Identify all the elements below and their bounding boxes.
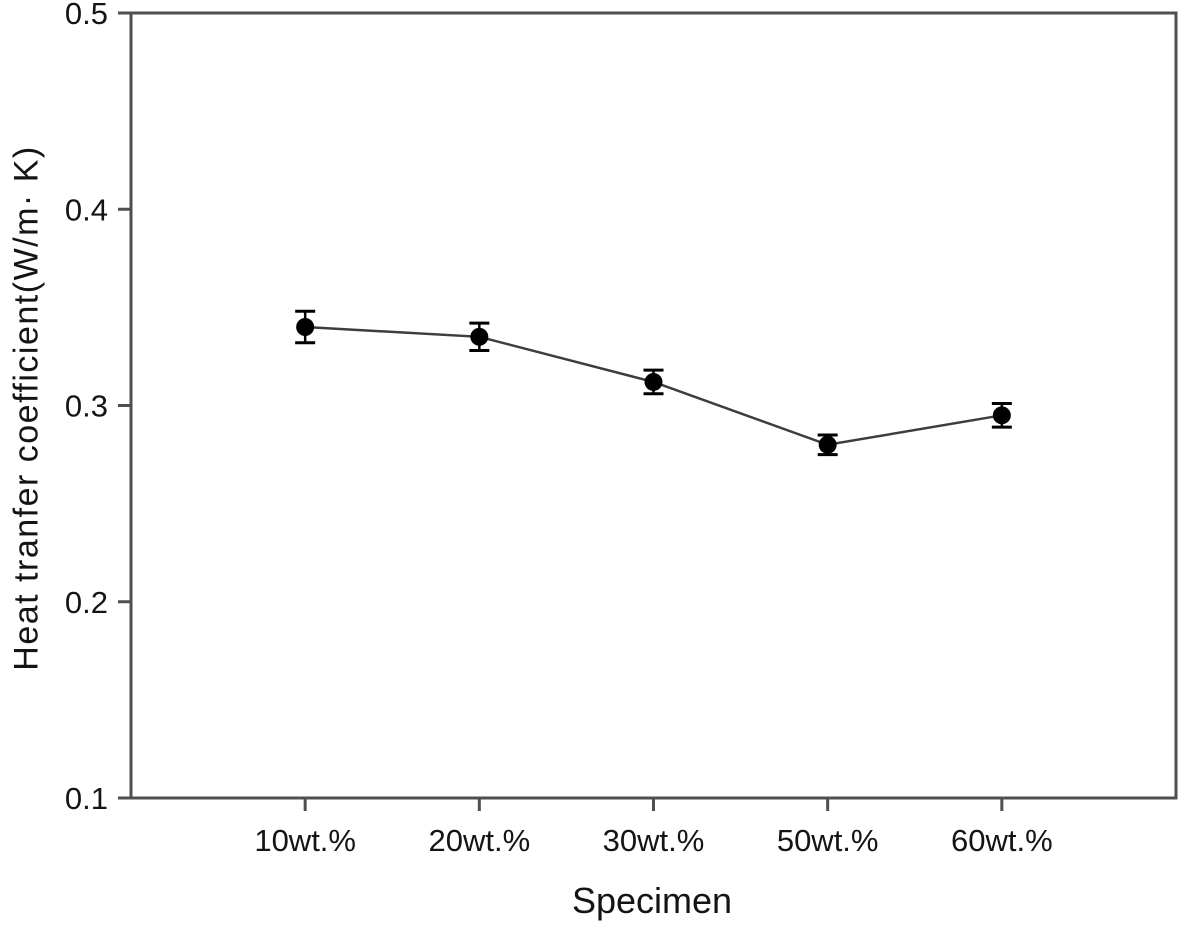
x-tick-label: 60wt.% bbox=[951, 823, 1053, 858]
y-axis-title: Heat tranfer coefficient(W/m· K) bbox=[7, 145, 46, 671]
y-tick-label: 0.2 bbox=[65, 585, 108, 620]
y-tick-label: 0.4 bbox=[65, 192, 108, 227]
y-tick-label: 0.1 bbox=[65, 781, 108, 816]
data-point-marker bbox=[992, 406, 1011, 425]
data-point-marker bbox=[296, 318, 315, 336]
plot-frame bbox=[129, 11, 1178, 800]
y-tick-label: 0.3 bbox=[65, 389, 108, 424]
data-point-marker bbox=[644, 372, 663, 391]
data-point-marker bbox=[818, 435, 837, 454]
x-tick-label: 10wt.% bbox=[254, 823, 356, 858]
x-tick-label: 20wt.% bbox=[428, 823, 530, 858]
x-axis-title: Specimen bbox=[571, 880, 733, 921]
y-tick-label: 0.5 bbox=[65, 0, 108, 31]
x-tick-label: 50wt.% bbox=[777, 823, 879, 858]
x-tick-label: 30wt.% bbox=[603, 823, 705, 858]
data-point-marker bbox=[470, 327, 489, 346]
